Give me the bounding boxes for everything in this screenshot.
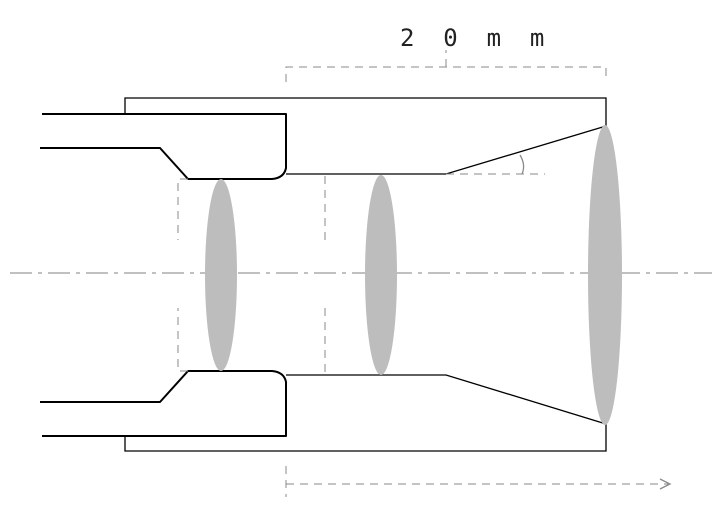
left-barrel bbox=[40, 113, 287, 437]
construction-lines bbox=[177, 176, 326, 373]
dimension-bracket bbox=[285, 50, 607, 82]
angle-indicator bbox=[446, 154, 545, 175]
lens-1 bbox=[205, 179, 237, 371]
dimension-label: 2 0 m m bbox=[400, 24, 552, 52]
outer-housing bbox=[124, 97, 607, 452]
lens-2 bbox=[365, 175, 397, 375]
lens-3 bbox=[588, 125, 622, 425]
direction-arrow bbox=[285, 466, 672, 497]
inner-barrel bbox=[286, 125, 607, 425]
